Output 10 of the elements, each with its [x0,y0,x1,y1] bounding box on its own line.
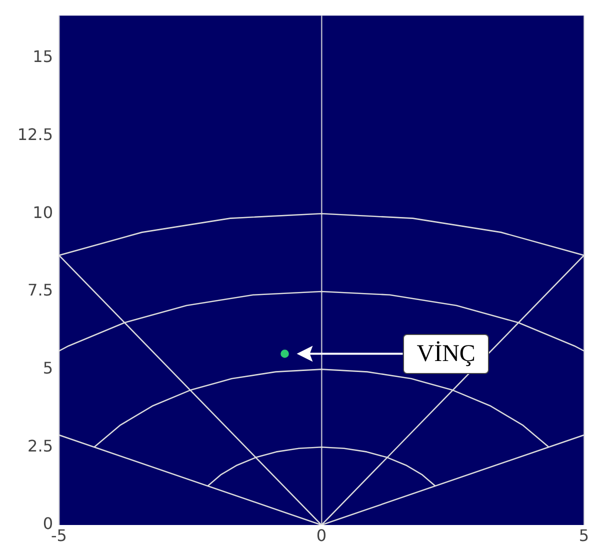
y-tick-label: 7.5 [28,280,53,300]
y-tick-label: 2.5 [28,436,53,456]
x-tick-label: 5 [578,526,590,545]
y-tick-label: 12.5 [17,124,53,144]
y-tick-label: 15 [32,47,53,66]
x-tick-label: 0 [316,526,327,545]
x-tick-label: -5 [51,526,67,545]
y-tick-label: 10 [32,202,53,222]
annotation: VİNÇ [402,334,490,374]
y-tick-label: 5 [42,358,53,378]
